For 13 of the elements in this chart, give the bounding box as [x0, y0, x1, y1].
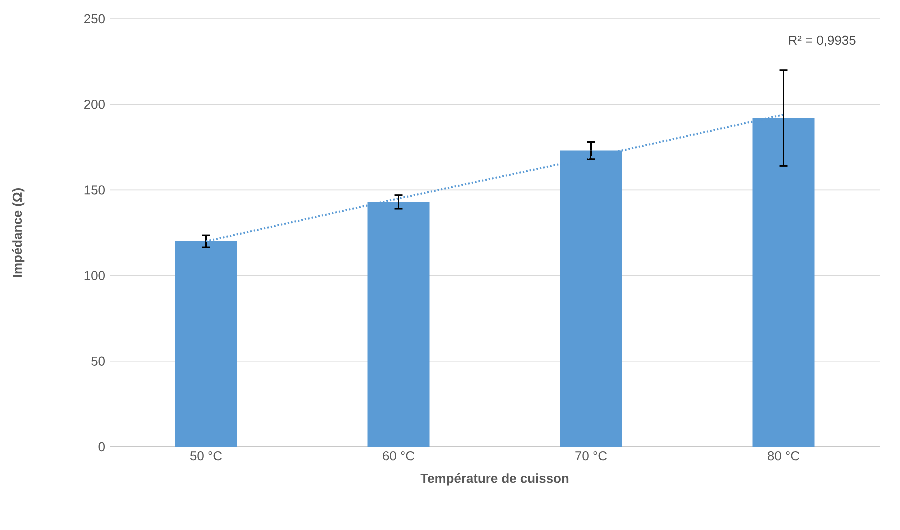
- y-tick-label: 250: [84, 14, 105, 24]
- x-tick-label: 50 °C: [190, 451, 222, 461]
- y-tick-label: 0: [98, 442, 105, 452]
- y-tick-label: 100: [84, 271, 105, 280]
- annotation: R² = 0,9935: [789, 36, 856, 47]
- x-axis-title: Température de cuisson: [420, 474, 569, 486]
- x-tick-label: 70 °C: [576, 451, 608, 461]
- y-tick-label: 200: [84, 100, 105, 110]
- y-tick-label: 50: [92, 356, 105, 366]
- x-tick-label: 60 °C: [383, 451, 415, 461]
- y-axis-title: Impédance (Ω): [12, 188, 25, 278]
- y-tick-label: 150: [84, 186, 105, 195]
- x-tick-label: 80 °C: [768, 451, 800, 461]
